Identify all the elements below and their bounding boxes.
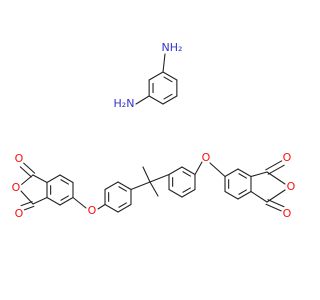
bond <box>142 166 151 183</box>
bond <box>250 190 268 203</box>
bond <box>32 196 48 205</box>
bond <box>182 187 191 193</box>
bond <box>104 203 119 213</box>
bond <box>162 53 166 73</box>
atom-label: NH₂ <box>162 41 183 54</box>
atom-label: H₂N <box>114 97 135 110</box>
bond <box>267 164 285 175</box>
atom-label: O <box>287 180 296 193</box>
bond <box>149 173 170 183</box>
bond <box>60 195 69 201</box>
bond <box>238 173 247 179</box>
atom-label: O <box>88 204 97 217</box>
bond <box>168 188 183 198</box>
bond <box>224 190 239 200</box>
structure-diagram: NH₂ H₂N O O O O O O O O <box>10 39 298 222</box>
bond <box>238 189 247 195</box>
bond <box>72 196 87 209</box>
bond <box>117 181 132 191</box>
bond <box>130 181 151 191</box>
atom-label: O <box>283 207 292 220</box>
bond <box>194 161 203 176</box>
bond <box>181 188 196 198</box>
atom-label: O <box>283 151 292 164</box>
bond <box>148 71 164 81</box>
bond <box>149 181 159 197</box>
bond <box>181 166 196 176</box>
bond <box>97 203 106 210</box>
bond <box>237 168 252 178</box>
bond <box>265 203 283 212</box>
bond <box>19 166 32 178</box>
bond <box>209 162 226 178</box>
bond <box>224 168 239 178</box>
bond <box>118 186 127 192</box>
bond <box>46 196 61 206</box>
atom-label: O <box>202 151 211 164</box>
bonds <box>19 53 286 213</box>
bond <box>162 71 178 81</box>
bond <box>117 203 132 213</box>
bond <box>168 166 183 176</box>
bond <box>148 95 164 105</box>
atom-labels: NH₂ H₂N O O O O O O O O <box>10 39 298 222</box>
bond <box>22 205 35 211</box>
bond <box>104 181 119 191</box>
bond <box>163 93 173 100</box>
bond <box>267 199 285 208</box>
bond <box>237 190 252 200</box>
bond <box>46 174 61 184</box>
atom-label: O <box>15 207 24 220</box>
bond <box>250 171 268 178</box>
bond <box>182 171 191 177</box>
bond <box>59 196 74 206</box>
bond <box>118 202 127 208</box>
bond <box>20 201 33 207</box>
bond <box>23 162 36 174</box>
bond <box>135 95 150 105</box>
bond <box>265 160 283 171</box>
bond <box>163 76 173 83</box>
bond <box>59 174 74 184</box>
bond <box>266 171 286 185</box>
bond <box>32 174 48 184</box>
bond <box>60 179 69 185</box>
atom-label: O <box>12 181 21 194</box>
bond <box>162 95 178 105</box>
atom-label: O <box>15 152 24 165</box>
